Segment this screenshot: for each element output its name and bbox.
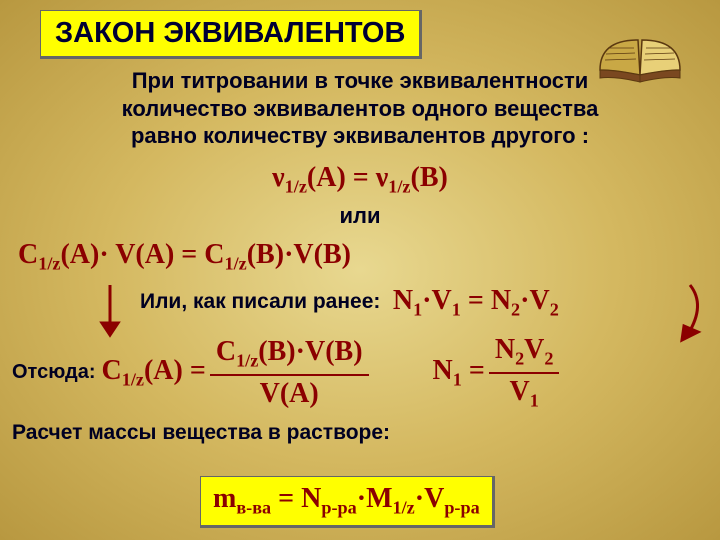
V-sym: V — [115, 239, 135, 270]
C-sym: С — [18, 239, 38, 270]
sub-nlhs: 1 — [453, 370, 462, 390]
c-fraction: С1/z(A) = С1/z(B)·V(B) V(A) — [102, 336, 373, 410]
eq-n: = — [461, 285, 491, 316]
raschet-text: Расчет массы вещества в растворе: — [12, 421, 720, 445]
desc-line-3: равно количеству эквивалентов другого : — [131, 123, 589, 148]
book-icon — [590, 20, 690, 90]
N-1: N — [393, 285, 413, 316]
V-fb: V — [260, 378, 280, 409]
sub-1: 1 — [413, 299, 422, 319]
sub-vt2: 2 — [544, 349, 553, 369]
sub-vb1: 1 — [530, 390, 539, 410]
sub-1z-2: 1/z — [388, 176, 410, 196]
V-sym-2: V — [293, 239, 313, 270]
dot-2: · — [284, 239, 293, 270]
A-fb: (A) — [280, 378, 319, 409]
ili-ranee-text: Или, как писали ранее: — [140, 290, 380, 314]
formula-cv: С1/z(A)· V(A) = С1/z(B)·V(B) — [18, 239, 720, 275]
n-fraction: N1 = N2V2 V1 — [433, 334, 564, 411]
frac-top-1: С1/z(B)·V(B) — [210, 336, 369, 376]
B-ft2: (B) — [325, 336, 362, 367]
row-otsyuda: Отсюда: С1/z(A) = С1/z(B)·V(B) V(A) N1 =… — [0, 334, 720, 411]
N-mass: N — [301, 483, 321, 514]
sub-2: 2 — [511, 299, 520, 319]
A-paren-3: (A) — [135, 239, 174, 270]
V-ft2: V — [524, 334, 544, 365]
frac-top-2: N2V2 — [489, 334, 560, 374]
A-paren-2: (A) — [60, 239, 99, 270]
n-lhs: N1 = — [433, 355, 485, 391]
sub-ft: 1/z — [236, 351, 258, 371]
sub-v1: 1 — [452, 299, 461, 319]
sub-c1: 1/z — [38, 254, 60, 274]
formula-nu: ν1/z(A) = ν1/z(B) — [0, 162, 720, 198]
sub-1z: 1/z — [285, 176, 307, 196]
V-n1: V — [432, 285, 452, 316]
eq-frac: = — [183, 355, 206, 386]
or-text: или — [0, 203, 720, 229]
dot-ft: · — [296, 336, 305, 367]
dot-m2: · — [415, 483, 424, 514]
eq-nfrac: = — [462, 355, 485, 386]
arrow-down-left — [90, 283, 130, 338]
eq-2: = — [174, 239, 204, 270]
mass-formula-box: mв-ва = Nр-ра·M1/z·Vр-ра — [200, 476, 495, 528]
nu-symbol-2: ν — [376, 162, 389, 193]
pra-sub: р-ра — [321, 498, 356, 518]
lhs: С1/z(A) = — [102, 355, 206, 391]
n-formula: N1·V1 = N2·V2 — [393, 285, 559, 321]
V-n2: V — [529, 285, 549, 316]
N-ft2: N — [495, 334, 515, 365]
sub-m1z: 1/z — [393, 498, 415, 518]
description: При титровании в точке эквивалентности к… — [40, 67, 680, 150]
A-lhs: (A) — [144, 355, 183, 386]
sub-lhs: 1/z — [122, 370, 144, 390]
equals: = — [346, 162, 376, 193]
sub-nt2: 2 — [515, 349, 524, 369]
B-paren-3: (B) — [314, 239, 351, 270]
dot-1: · — [99, 239, 108, 270]
C-sym-2: С — [204, 239, 224, 270]
title-box: ЗАКОН ЭКВИВАЛЕНТОВ — [40, 10, 422, 59]
dot-m1: · — [357, 483, 366, 514]
desc-line-1: При титровании в точке эквивалентности — [132, 68, 589, 93]
fraction-2: N2V2 V1 — [489, 334, 560, 411]
sub-v2: 2 — [550, 299, 559, 319]
C-lhs: С — [102, 355, 122, 386]
frac-bot-1: V(A) — [260, 376, 319, 410]
fraction-1: С1/z(B)·V(B) V(A) — [210, 336, 369, 410]
A-paren: (A) — [307, 162, 346, 193]
eq-mass: = — [271, 483, 301, 514]
V-mass: V — [424, 483, 444, 514]
C-ft: С — [216, 336, 236, 367]
nu-symbol: ν — [272, 162, 285, 193]
desc-line-2: количество эквивалентов одного вещества — [122, 96, 599, 121]
B-paren-2: (B) — [247, 239, 284, 270]
otsyuda-label: Отсюда: — [12, 361, 96, 384]
dot-n1: · — [422, 285, 431, 316]
N-lhs: N — [433, 355, 453, 386]
sub-c2: 1/z — [225, 254, 247, 274]
arrow-curved-right — [650, 280, 710, 350]
B-ft: (B) — [258, 336, 295, 367]
M-mass: M — [366, 483, 392, 514]
V-fb2: V — [509, 376, 529, 407]
frac-bot-2: V1 — [509, 374, 538, 412]
vva-sub: в-ва — [236, 498, 271, 518]
pra-sub-2: р-ра — [444, 498, 479, 518]
N-2: N — [491, 285, 511, 316]
V-ft: V — [305, 336, 325, 367]
m-sym: m — [213, 483, 236, 514]
B-paren: (B) — [411, 162, 448, 193]
title-text: ЗАКОН ЭКВИВАЛЕНТОВ — [55, 17, 405, 49]
